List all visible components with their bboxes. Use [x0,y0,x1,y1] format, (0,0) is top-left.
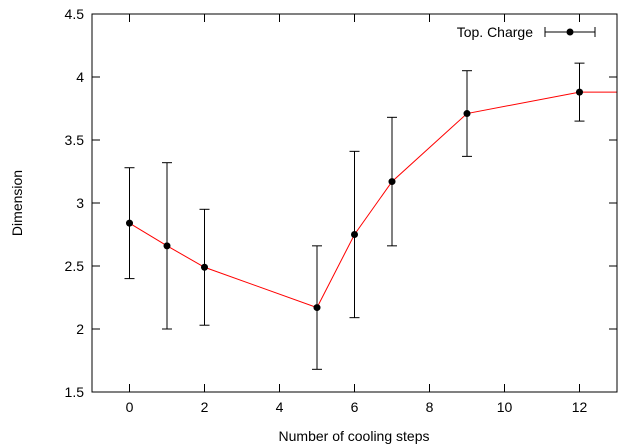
y-tick-label: 3 [76,195,84,211]
y-tick-label: 4.5 [65,6,85,22]
x-tick-label: 12 [572,399,588,415]
x-tick-label: 4 [276,399,284,415]
ticks: 0 2 4 6 8 10 12 1.5 2 2.5 3 3.5 4 4.5 [65,6,617,415]
data-point [351,231,358,238]
x-tick-label: 2 [201,399,209,415]
x-axis-label: Number of cooling steps [279,428,430,444]
error-bars [125,63,585,369]
data-point [389,178,396,185]
x-tick-label: 10 [497,399,513,415]
data-point [314,304,321,311]
x-tick-label: 6 [351,399,359,415]
x-tick-label: 8 [426,399,434,415]
data-point [126,220,133,227]
series-line [130,92,618,307]
x-tick-label: 0 [126,399,134,415]
y-tick-label: 3.5 [65,132,85,148]
y-tick-label: 2.5 [65,258,85,274]
series-line-group [130,92,618,307]
y-axis-label: Dimension [9,170,25,236]
data-point [164,242,171,249]
data-point [201,264,208,271]
data-point [464,110,471,117]
y-tick-label: 1.5 [65,384,85,400]
legend: Top. Charge [457,24,595,40]
data-point [576,89,583,96]
y-tick-label: 4 [76,69,84,85]
y-tick-label: 2 [76,321,84,337]
legend-marker [567,29,574,36]
legend-label: Top. Charge [457,24,533,40]
